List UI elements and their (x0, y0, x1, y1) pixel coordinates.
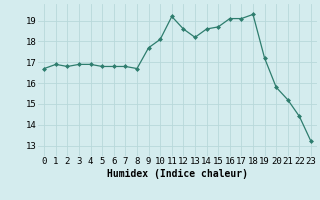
X-axis label: Humidex (Indice chaleur): Humidex (Indice chaleur) (107, 169, 248, 179)
